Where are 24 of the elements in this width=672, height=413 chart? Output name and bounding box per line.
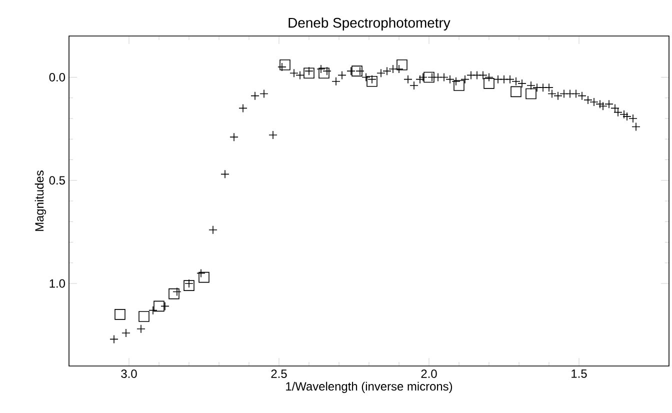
x-tick-label: 2.0	[421, 370, 437, 378]
point	[138, 311, 150, 322]
point	[526, 88, 536, 100]
point	[280, 59, 290, 70]
x-tick-label: 2.5	[271, 370, 287, 378]
point	[168, 288, 180, 300]
point	[184, 280, 194, 291]
y-tick-label: 0.0	[49, 73, 66, 82]
point	[318, 68, 330, 79]
point	[198, 272, 210, 283]
point	[396, 59, 408, 70]
chart-title: Deneb Spectrophotometry	[288, 18, 450, 30]
y-tick-label: 1.0	[50, 279, 66, 288]
point	[484, 78, 494, 89]
x-tick-label: 1.5	[572, 370, 587, 378]
y-axis-title: Magnitudes	[34, 170, 46, 231]
y-tick-label: 0.5	[49, 176, 65, 185]
point	[154, 300, 164, 312]
x-tick-label: 3.0	[121, 370, 137, 378]
point	[304, 68, 314, 79]
x-axis-title: 1/Wavelength (inverse microns)	[286, 382, 452, 393]
point	[114, 309, 126, 320]
point	[510, 86, 522, 98]
point	[454, 80, 464, 91]
